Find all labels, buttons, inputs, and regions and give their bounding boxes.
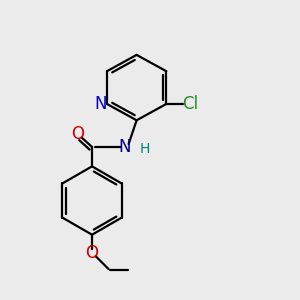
Text: H: H — [140, 142, 150, 156]
Text: N: N — [118, 138, 131, 156]
Text: O: O — [85, 244, 98, 262]
Text: N: N — [94, 95, 106, 113]
Text: Cl: Cl — [182, 95, 198, 113]
Text: O: O — [71, 125, 84, 143]
